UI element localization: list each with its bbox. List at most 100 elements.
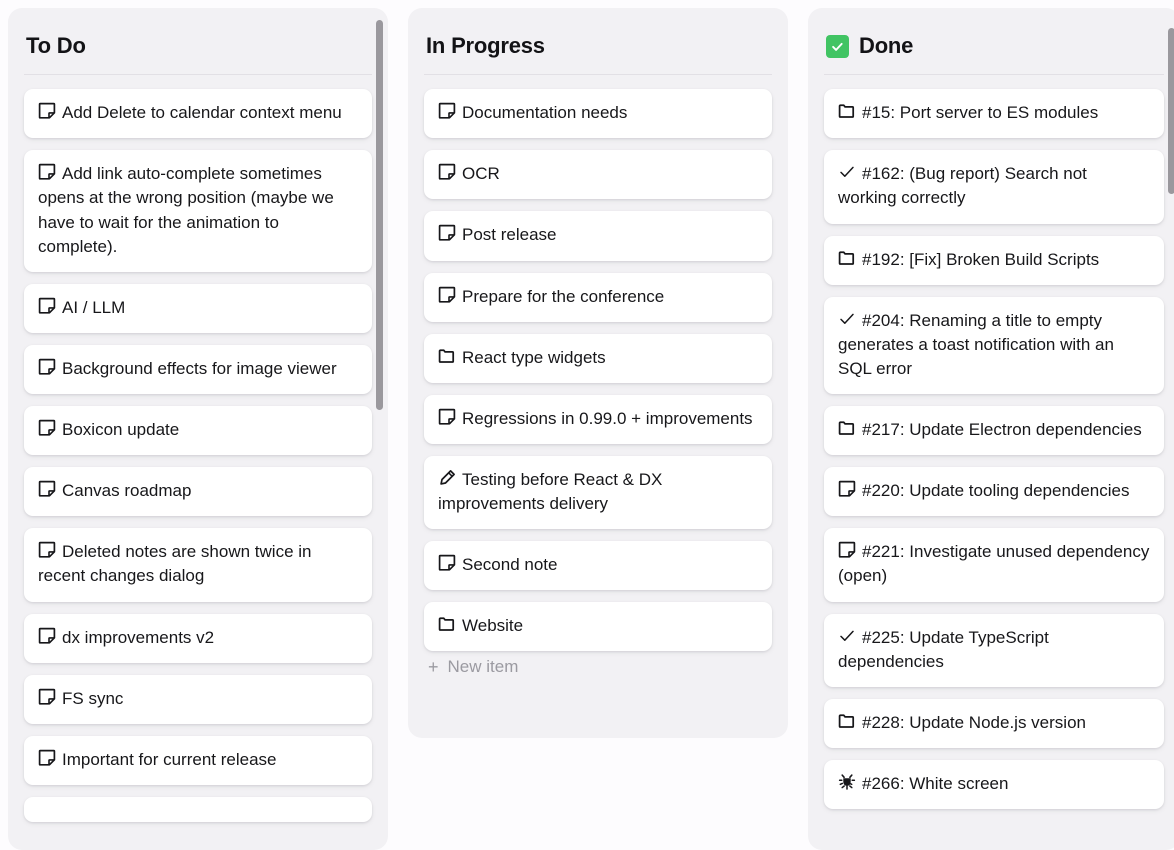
note-icon	[438, 163, 456, 181]
card-text: #221: Investigate unused dependency (ope…	[838, 542, 1150, 586]
card[interactable]: Testing before React & DX improvements d…	[424, 455, 772, 530]
card[interactable]: Second note	[424, 541, 772, 591]
card-text: #220: Update tooling dependencies	[862, 481, 1130, 501]
note-icon	[38, 297, 56, 315]
board-column-done: Done #15: Port server to ES modules #162…	[808, 8, 1174, 850]
note-icon	[438, 102, 456, 120]
card[interactable]: Boxicon update	[24, 406, 372, 456]
card-text: OCR	[462, 164, 500, 184]
card-text: #228: Update Node.js version	[862, 712, 1086, 732]
green-check-icon	[826, 34, 849, 58]
bug-icon	[838, 773, 856, 791]
column-scrollbar-todo[interactable]	[376, 20, 383, 410]
folder-icon	[438, 347, 456, 365]
card-text: AI / LLM	[62, 297, 126, 317]
note-icon	[838, 541, 856, 559]
card[interactable]: FS sync	[24, 674, 372, 724]
column-scroll-area-todo[interactable]: To Do Add Delete to calendar context men…	[8, 8, 388, 850]
column-title: Done	[859, 33, 914, 58]
card-text: #225: Update TypeScript dependencies	[838, 627, 1049, 671]
card[interactable]: #162: (Bug report) Search not working co…	[824, 150, 1164, 224]
check-icon	[838, 163, 856, 181]
card[interactable]: #192: [Fix] Broken Build Scripts	[824, 235, 1164, 285]
card-partial[interactable]	[24, 796, 372, 822]
note-icon	[438, 224, 456, 242]
card[interactable]: #228: Update Node.js version	[824, 698, 1164, 748]
card-text: #204: Renaming a title to empty generate…	[838, 310, 1114, 378]
note-icon	[38, 627, 56, 645]
card-text: Regressions in 0.99.0 + improvements	[462, 408, 753, 428]
card[interactable]: Documentation needs	[424, 89, 772, 139]
card[interactable]: dx improvements v2	[24, 613, 372, 663]
card-text: Website	[462, 616, 524, 636]
column-scrollbar-done[interactable]	[1168, 28, 1174, 194]
card-text: React type widgets	[462, 347, 606, 367]
card-text: Important for current release	[62, 749, 277, 769]
card[interactable]: OCR	[424, 150, 772, 200]
card-text: Canvas roadmap	[62, 481, 192, 501]
card[interactable]: Prepare for the conference	[424, 272, 772, 322]
note-icon	[38, 541, 56, 559]
card[interactable]: Add Delete to calendar context menu	[24, 89, 372, 139]
check-icon	[838, 310, 856, 328]
card[interactable]: Website	[424, 602, 772, 652]
card[interactable]: #221: Investigate unused dependency (ope…	[824, 528, 1164, 602]
card-list-done: #15: Port server to ES modules #162: (Bu…	[824, 89, 1164, 810]
folder-icon	[838, 419, 856, 437]
note-icon	[38, 102, 56, 120]
card-text: #162: (Bug report) Search not working co…	[838, 164, 1087, 208]
folder-icon	[838, 102, 856, 120]
card-text: #266: White screen	[862, 773, 1009, 793]
card[interactable]: Canvas roadmap	[24, 467, 372, 517]
note-icon	[38, 358, 56, 376]
card-text: #192: [Fix] Broken Build Scripts	[862, 249, 1100, 269]
card[interactable]: #266: White screen	[824, 759, 1164, 810]
note-icon	[438, 286, 456, 304]
folder-icon	[838, 712, 856, 730]
note-icon	[38, 749, 56, 767]
column-title: In Progress	[426, 33, 545, 58]
card[interactable]: #204: Renaming a title to empty generate…	[824, 296, 1164, 395]
card[interactable]: Deleted notes are shown twice in recent …	[24, 528, 372, 602]
note-icon	[38, 419, 56, 437]
card-text: #217: Update Electron dependencies	[862, 420, 1142, 440]
column-scroll-area-done[interactable]: Done #15: Port server to ES modules #162…	[808, 8, 1174, 850]
card[interactable]: Add link auto-complete sometimes opens a…	[24, 150, 372, 272]
card-text: Add Delete to calendar context menu	[62, 103, 342, 123]
plus-icon: +	[428, 657, 439, 678]
card-text: Deleted notes are shown twice in recent …	[38, 542, 312, 586]
note-icon	[838, 480, 856, 498]
card-text: Boxicon update	[62, 420, 180, 440]
card[interactable]: Background effects for image viewer	[24, 344, 372, 395]
card[interactable]: Important for current release	[24, 735, 372, 785]
note-icon	[438, 554, 456, 572]
card-text: Post release	[462, 225, 557, 245]
card[interactable]: Post release	[424, 211, 772, 261]
card-text: Prepare for the conference	[462, 286, 665, 306]
card-text: FS sync	[62, 688, 124, 708]
card[interactable]: AI / LLM	[24, 283, 372, 333]
check-icon	[838, 627, 856, 645]
new-item-button[interactable]: + New item	[424, 651, 772, 687]
card-text: Documentation needs	[462, 103, 628, 123]
card[interactable]: #225: Update TypeScript dependencies	[824, 613, 1164, 687]
column-title: To Do	[26, 33, 86, 58]
note-icon	[38, 480, 56, 498]
card[interactable]: React type widgets	[424, 333, 772, 383]
card-text: dx improvements v2	[62, 627, 215, 647]
note-icon	[38, 163, 56, 181]
column-header-done: Done	[824, 8, 1164, 76]
card[interactable]: Regressions in 0.99.0 + improvements	[424, 394, 772, 444]
card[interactable]: #220: Update tooling dependencies	[824, 467, 1164, 517]
column-header-in-progress: In Progress	[424, 8, 772, 76]
card-text: Testing before React & DX improvements d…	[438, 469, 663, 514]
board-column-todo: To Do Add Delete to calendar context men…	[8, 8, 388, 850]
card[interactable]: #217: Update Electron dependencies	[824, 406, 1164, 456]
pencil-icon	[438, 469, 456, 487]
column-scroll-area-in-progress[interactable]: In Progress Documentation needs OCR	[408, 8, 788, 738]
note-icon	[38, 688, 56, 706]
card-text: Background effects for image viewer	[62, 358, 337, 378]
card-text: Second note	[462, 555, 558, 575]
card[interactable]: #15: Port server to ES modules	[824, 89, 1164, 139]
